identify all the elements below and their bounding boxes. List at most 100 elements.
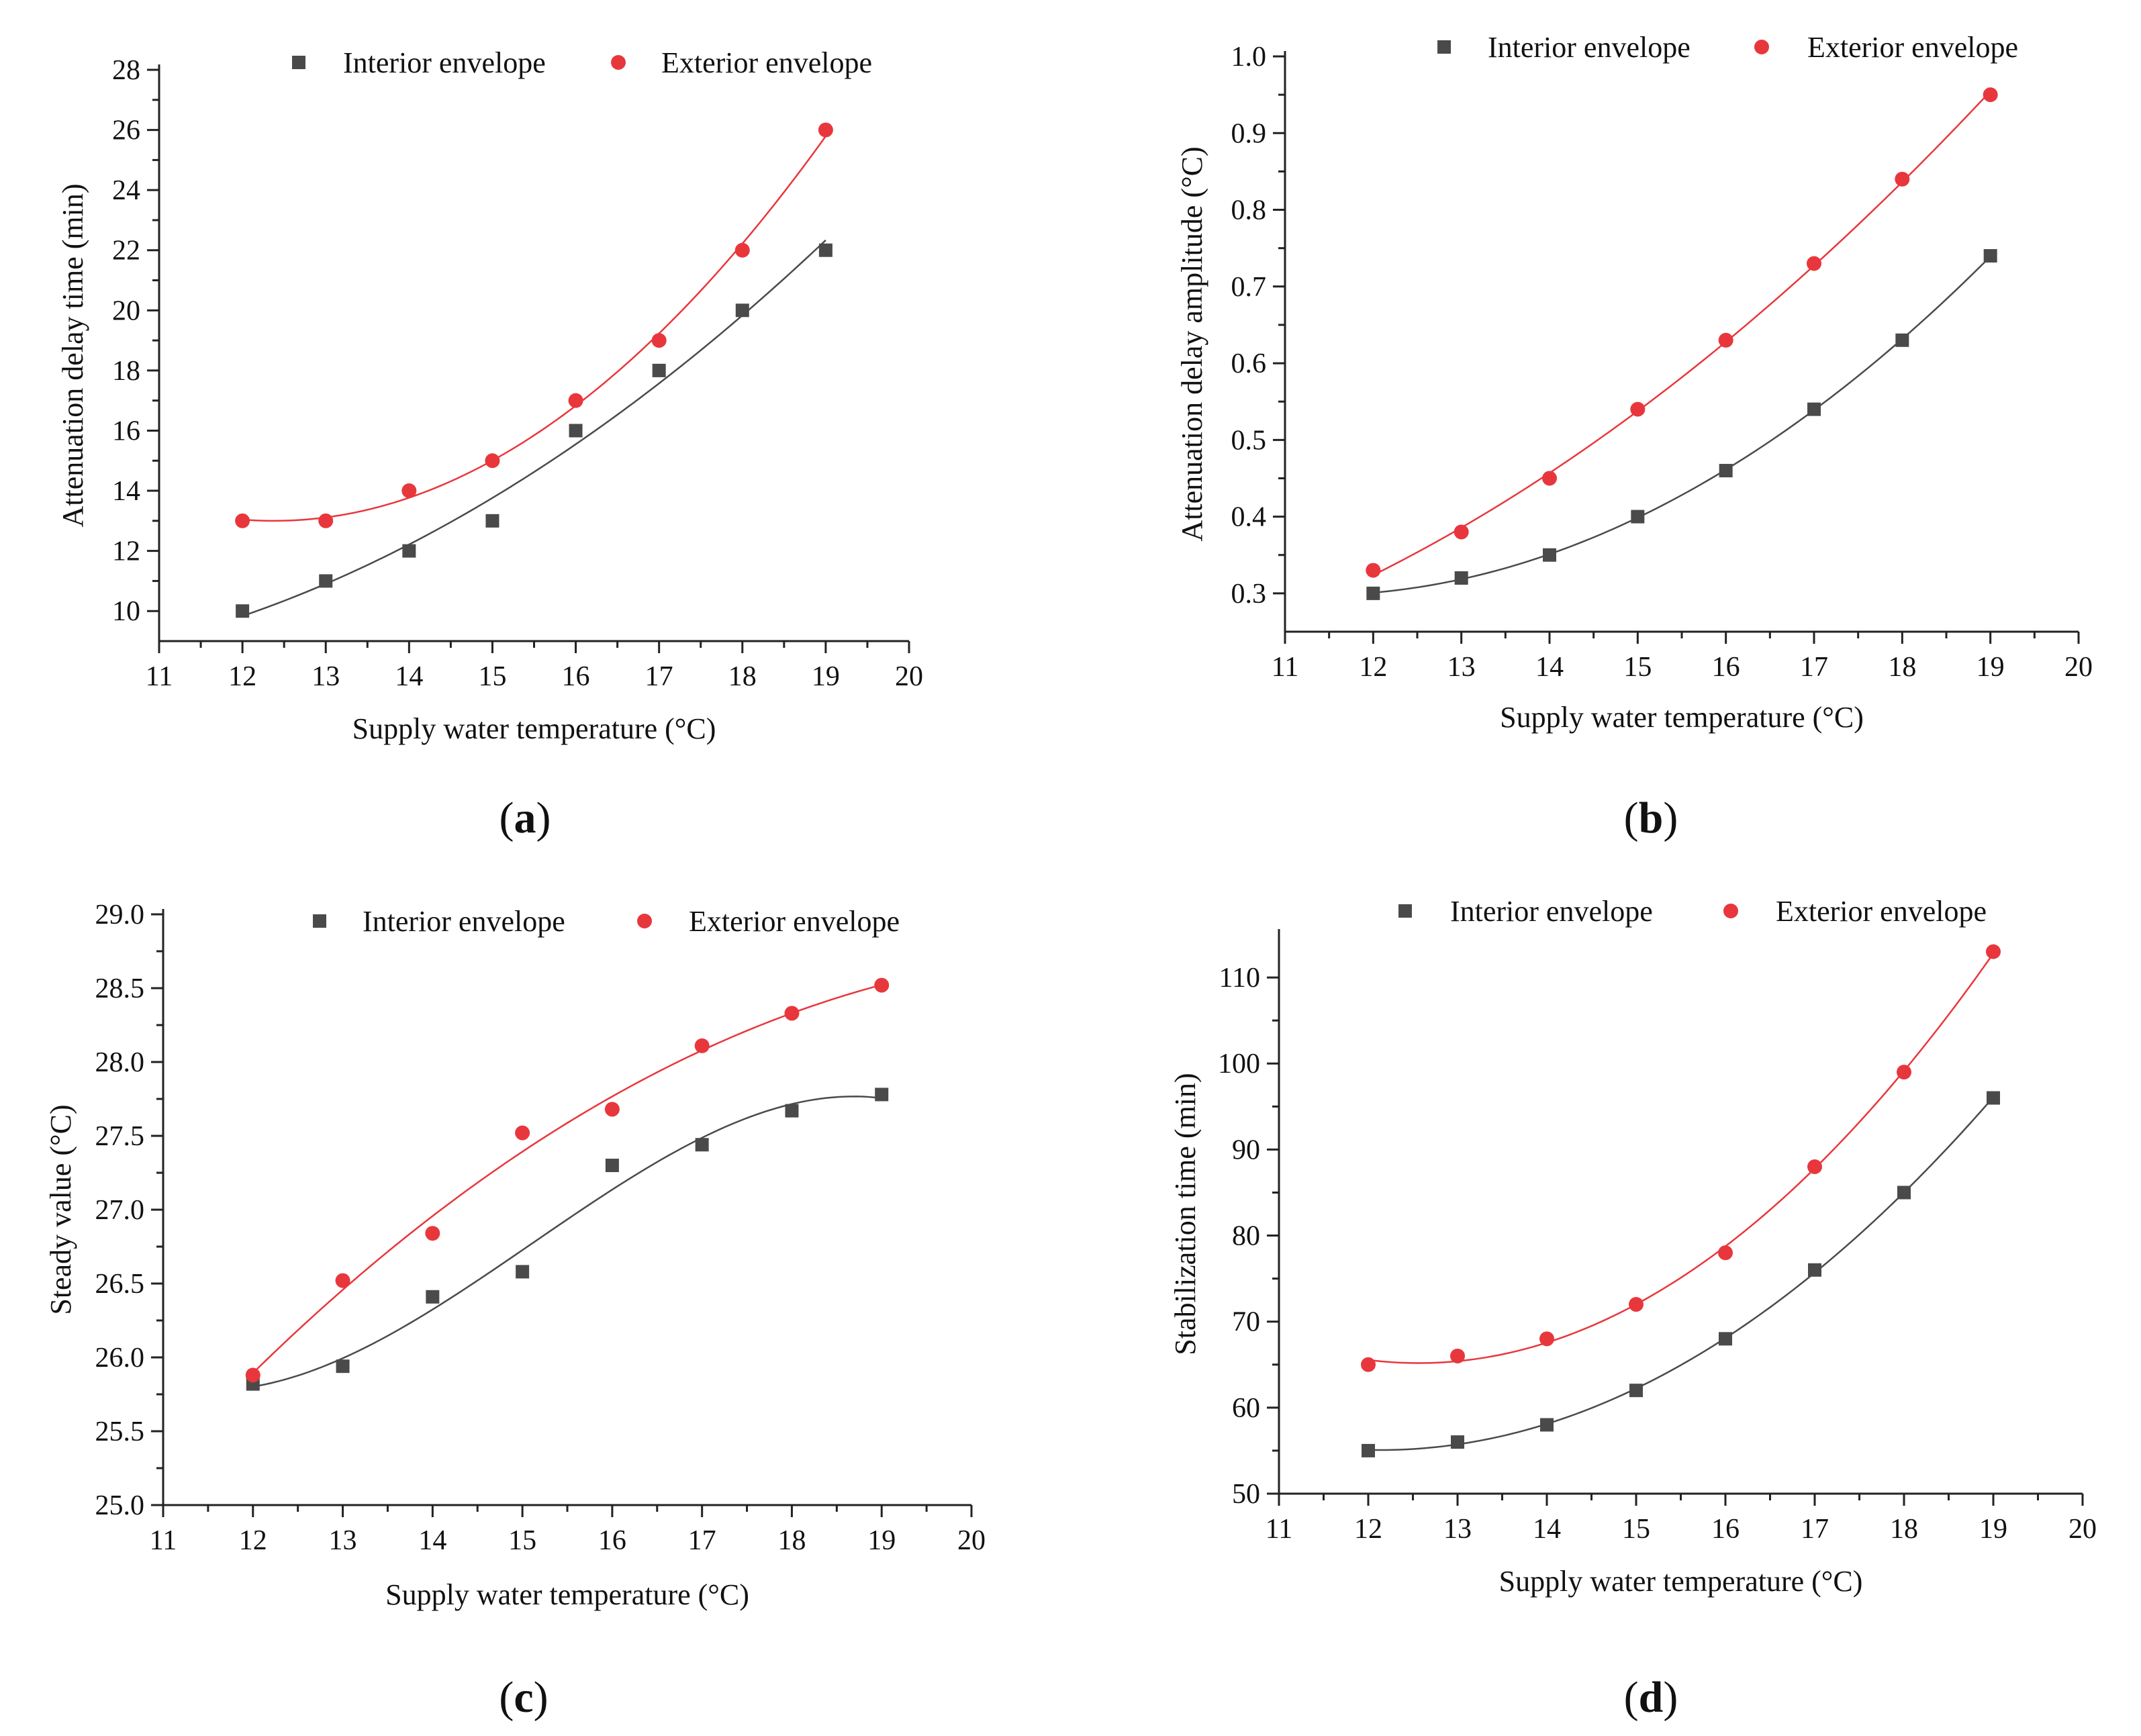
y-tick-label: 20 <box>112 295 140 326</box>
legend-marker-exterior <box>1723 904 1738 918</box>
x-tick-label: 19 <box>812 661 840 692</box>
data-point-exterior <box>1807 1159 1822 1175</box>
y-axis-title: Attenuation delay time (min) <box>56 184 89 528</box>
y-tick-label: 50 <box>1232 1479 1260 1510</box>
x-tick-label: 20 <box>895 661 923 692</box>
legend-label-interior: Interior envelope <box>363 905 565 938</box>
y-tick-label: 14 <box>112 476 140 507</box>
data-point-interior <box>1719 464 1733 478</box>
legend-label-interior: Interior envelope <box>1450 895 1653 928</box>
data-point-exterior <box>235 513 250 528</box>
y-tick-label: 0.9 <box>1231 118 1267 149</box>
x-tick-label: 15 <box>1622 1514 1650 1545</box>
x-tick-label: 17 <box>688 1525 716 1556</box>
data-point-exterior <box>1542 471 1557 486</box>
x-tick-label: 20 <box>2068 1514 2097 1545</box>
y-tick-label: 90 <box>1232 1135 1260 1165</box>
panel-label-letter: c <box>514 1673 533 1722</box>
data-point-interior <box>1451 1435 1464 1449</box>
y-tick-label: 22 <box>112 236 140 267</box>
x-tick-label: 16 <box>598 1525 626 1556</box>
data-point-exterior <box>245 1367 260 1383</box>
data-point-exterior <box>1361 1357 1376 1372</box>
x-tick-label: 12 <box>239 1525 267 1556</box>
x-tick-label: 13 <box>1443 1514 1472 1545</box>
legend-marker-interior <box>313 914 326 928</box>
y-tick-label: 0.8 <box>1231 195 1267 226</box>
x-tick-label: 16 <box>1712 652 1740 683</box>
panel-label-letter: d <box>1639 1673 1664 1722</box>
y-tick-label: 16 <box>112 416 140 446</box>
data-point-interior <box>1808 1263 1821 1277</box>
panel-label-letter: b <box>1639 793 1664 842</box>
x-tick-label: 11 <box>146 661 173 692</box>
legend-marker-interior <box>292 56 305 69</box>
legend-label-exterior: Exterior envelope <box>1776 895 1987 928</box>
y-tick-label: 27.5 <box>95 1121 145 1152</box>
x-tick-label: 11 <box>1266 1514 1292 1545</box>
y-tick-label: 0.7 <box>1231 272 1267 303</box>
y-tick-label: 28 <box>112 55 140 86</box>
fit-curve-interior <box>1368 1096 1994 1451</box>
x-axis-title: Supply water temperature (°C) <box>352 712 716 745</box>
y-tick-label: 0.4 <box>1231 502 1267 533</box>
chart-panel-b: 11 12 13 14 15 16 17 18 19 20 0.3 0.4 0.5 0.6 0.7 0.8 0.… <box>1176 31 2093 842</box>
y-tick-label: 27.0 <box>95 1195 145 1226</box>
y-tick-label: 26.0 <box>95 1343 145 1373</box>
data-point-exterior <box>1986 944 2001 959</box>
x-tick-label: 12 <box>1354 1514 1382 1545</box>
x-axis-title: Supply water temperature (°C) <box>1499 1565 1863 1598</box>
data-point-interior <box>605 1159 619 1172</box>
y-tick-label: 26.5 <box>95 1269 145 1300</box>
y-tick-label: 110 <box>1219 963 1260 994</box>
fit-curve-interior <box>252 1096 882 1388</box>
x-tick-label: 11 <box>150 1525 177 1556</box>
data-point-interior <box>569 424 583 438</box>
data-point-exterior <box>425 1226 440 1241</box>
data-point-interior <box>1454 571 1468 585</box>
data-point-exterior <box>1366 563 1381 578</box>
y-tick-label: 25.0 <box>95 1490 145 1521</box>
x-tick-label: 18 <box>728 661 757 692</box>
data-point-interior <box>402 544 416 558</box>
data-point-exterior <box>1718 1245 1733 1261</box>
data-point-exterior <box>318 513 334 528</box>
panel-label-open-paren: ( <box>1624 793 1639 842</box>
data-point-interior <box>1631 510 1645 524</box>
y-axis-title: Steady value (°C) <box>44 1104 77 1314</box>
panel-label: (c) <box>499 1673 548 1722</box>
data-point-interior <box>336 1359 350 1373</box>
x-tick-label: 16 <box>562 661 590 692</box>
data-point-interior <box>1540 1418 1554 1432</box>
data-point-interior <box>1719 1332 1732 1346</box>
data-point-interior <box>785 1104 799 1118</box>
y-tick-label: 70 <box>1232 1307 1260 1338</box>
x-tick-label: 14 <box>418 1525 446 1556</box>
legend-marker-interior <box>1398 904 1412 918</box>
data-point-interior <box>1897 1186 1911 1200</box>
data-point-interior <box>319 574 333 588</box>
y-tick-label: 100 <box>1218 1049 1260 1079</box>
data-point-exterior <box>874 977 890 993</box>
x-tick-label: 20 <box>2064 652 2093 683</box>
data-point-exterior <box>485 453 500 469</box>
y-tick-label: 60 <box>1232 1393 1260 1424</box>
data-point-exterior <box>515 1125 530 1141</box>
x-tick-label: 20 <box>957 1525 986 1556</box>
legend-marker-exterior <box>611 55 626 70</box>
fit-curve-exterior <box>242 136 826 522</box>
data-point-exterior <box>1629 1297 1644 1312</box>
panel-label-open-paren: ( <box>1624 1673 1639 1722</box>
data-point-interior <box>516 1265 530 1279</box>
fit-curve-interior <box>1373 256 1991 594</box>
y-tick-label: 18 <box>112 356 140 387</box>
y-tick-label: 80 <box>1232 1221 1260 1252</box>
data-point-exterior <box>1718 332 1733 348</box>
data-point-exterior <box>1983 87 1998 103</box>
y-tick-label: 0.5 <box>1231 425 1267 456</box>
x-tick-label: 13 <box>312 661 340 692</box>
x-tick-label: 18 <box>1890 1514 1918 1545</box>
legend-label-interior: Interior envelope <box>343 46 546 79</box>
legend-label-exterior: Exterior envelope <box>661 46 872 79</box>
y-tick-label: 28.0 <box>95 1047 145 1078</box>
